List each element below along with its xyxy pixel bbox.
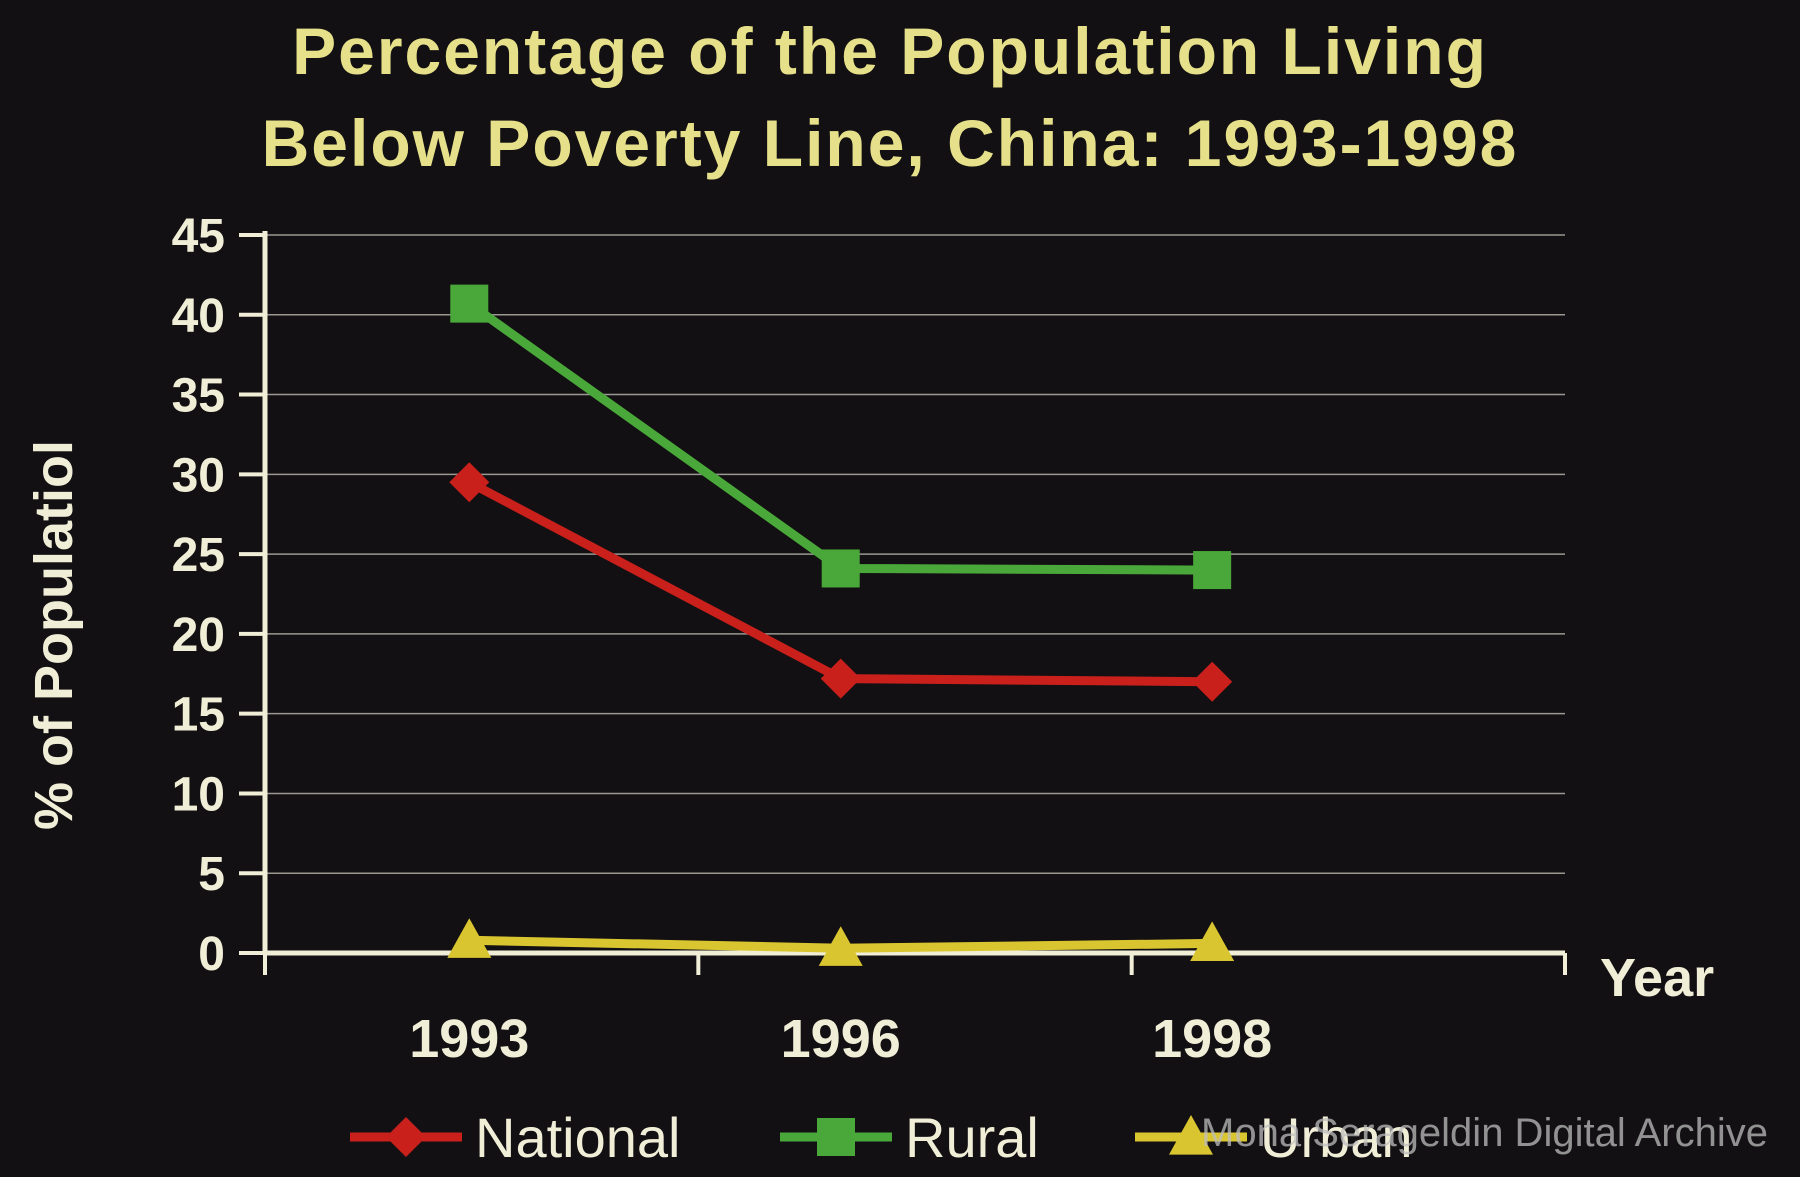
x-axis-title: Year [1600,948,1714,1008]
rural-line [466,299,1213,575]
y-axis-title: % of Populatiol [24,440,84,830]
y-tick-label-20: 20 [172,609,225,662]
legend-label-urban: Urban [1260,1106,1413,1169]
x-tick-label-1993: 1993 [409,1009,529,1069]
watermark: Mona Serageldin Digital Archive [1201,1111,1768,1155]
y-tick-label-10: 10 [172,768,225,821]
chart-title-line-1: Percentage of the Population Living [292,14,1488,88]
national-point-1993 [449,462,490,503]
y-tick-label-15: 15 [172,689,225,742]
national-point-1998 [1192,661,1233,702]
legend: National Rural Urban [350,1106,1413,1169]
series-lines [447,284,1235,966]
gridlines [265,234,1565,874]
y-tick-label-25: 25 [172,529,225,582]
legend-marker-triangle [1169,1115,1213,1155]
y-tick-label-5: 5 [198,848,225,901]
legend-marker-diamond [386,1117,426,1157]
urban-point-1998 [1190,921,1235,962]
urban-point-1996 [818,926,863,966]
rural-point-1993 [450,284,489,323]
axes [239,231,1567,975]
legend-item-national: National [350,1106,680,1169]
series-rural [450,284,1232,590]
legend-label-national: National [475,1106,680,1169]
legend-item-rural: Rural [780,1106,1039,1169]
tick-labels: 0 5 10 15 20 25 30 35 40 45 1993 1996 1998 [172,210,1273,1069]
x-tick-label-1996: 1996 [781,1009,901,1069]
rural-point-1996 [821,549,860,588]
y-tick-label-40: 40 [172,290,225,343]
y-tick-label-30: 30 [172,449,225,502]
y-tick-label-35: 35 [172,370,225,423]
legend-label-rural: Rural [905,1106,1039,1169]
chart-title-line-2: Below Poverty Line, China: 1993-1998 [262,106,1519,180]
y-tick-label-45: 45 [172,210,225,263]
urban-point-1993 [447,918,492,958]
series-national [449,462,1233,702]
x-tick-label-1998: 1998 [1152,1009,1272,1069]
legend-marker-square [817,1118,855,1156]
legend-item-urban: Urban [1135,1106,1413,1169]
y-tick-label-0: 0 [198,928,225,981]
rural-point-1998 [1193,551,1232,590]
national-point-1996 [820,658,861,699]
series-urban [447,918,1235,966]
